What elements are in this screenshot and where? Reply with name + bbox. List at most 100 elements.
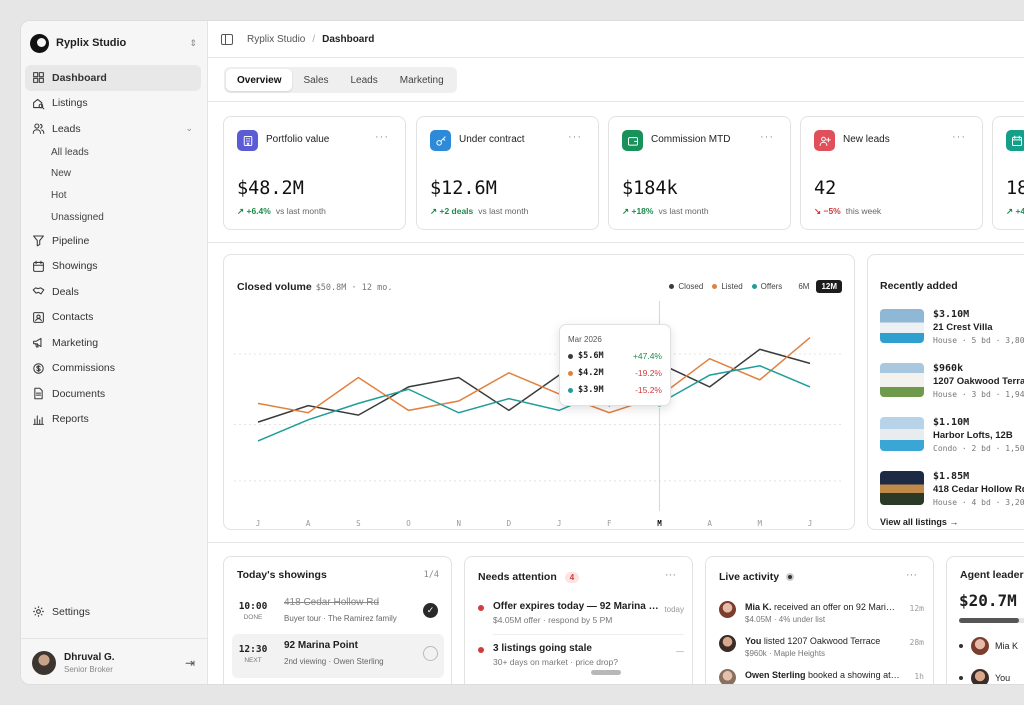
stat-label: Under contract — [459, 134, 525, 145]
showing-item[interactable]: 12:30 NEXT 92 Marina Point 2nd viewing · Ow… — [232, 634, 444, 678]
check-empty-icon[interactable] — [423, 646, 438, 661]
showing-status: DONE — [243, 614, 263, 621]
listing-item[interactable]: $1.10M Harbor Lofts, 12B Condo · 2 bd · 1,… — [880, 417, 1024, 457]
funnel-icon — [33, 235, 44, 247]
listing-price: $1.10M — [933, 417, 970, 428]
leaderboard-row[interactable]: Mia K — [959, 635, 1024, 657]
sidebar-item-contacts[interactable]: Contacts — [25, 304, 201, 330]
attention-item[interactable]: 3 listings going stale 30+ days on market… — [478, 643, 684, 673]
more-icon[interactable]: ··· — [375, 131, 389, 143]
legend-item[interactable]: Offers — [751, 282, 782, 291]
stat-card[interactable]: New leads ··· 42 ↘ −5% this week — [800, 116, 983, 230]
grid-icon — [33, 72, 44, 84]
attention-item[interactable]: Offer expires today — 92 Marina … $4.05M … — [478, 601, 684, 635]
activity-action: listed 1207 Oakwood Terrace — [761, 636, 881, 646]
avatar — [971, 637, 989, 655]
chart-title: Closed volume — [237, 281, 312, 293]
view-all-listings-link[interactable]: View all listings → — [880, 517, 959, 527]
sidebar-item-label: Leads — [52, 122, 81, 135]
user-profile[interactable]: Dhruval G. Senior Broker ⇥ — [21, 638, 207, 684]
activity-item[interactable]: Mia K. received an offer on 92 Mari… $4.0… — [719, 601, 924, 631]
more-icon[interactable]: ··· — [568, 131, 582, 143]
stat-card[interactable]: Portfolio value ··· $48.2M ↗ +6.4% vs last m… — [223, 116, 406, 230]
legend-item[interactable]: Listed — [712, 282, 743, 291]
listing-item[interactable]: $960k 1207 Oakwood Terrace House · 3 bd · … — [880, 363, 1024, 403]
sidebar-item-deals[interactable]: Deals — [25, 279, 201, 305]
sidebar-item-showings[interactable]: Showings — [25, 253, 201, 279]
tooltip-row: $5.6M +47.4% — [568, 351, 662, 361]
sidebar-subitem-unassigned[interactable]: Unassigned — [51, 211, 104, 223]
sidebar-item-documents[interactable]: Documents — [25, 381, 201, 407]
listing-photo — [880, 309, 924, 343]
logout-icon[interactable]: ⇥ — [184, 655, 195, 670]
sidebar-subitem-all-leads[interactable]: All leads — [51, 146, 89, 158]
activity-item[interactable]: Owen Sterling booked a showing at… 1h — [719, 669, 924, 684]
sidebar-item-pipeline[interactable]: Pipeline — [25, 228, 201, 254]
agent-leaderboard-card: Agent leaderb $20.7M Mia K You — [946, 556, 1024, 684]
range-6m[interactable]: 6M — [798, 282, 810, 291]
stat-delta-row: ↘ −5% this week — [814, 206, 881, 217]
tab-sales[interactable]: Sales — [303, 74, 329, 86]
attention-count-badge: 4 — [564, 572, 580, 583]
closed-volume-card: Closed volume $50.8M · 12 mo. Closed Liste… — [223, 254, 855, 530]
activity-action: booked a showing at… — [805, 670, 900, 680]
tooltip-value: $4.2M — [578, 368, 604, 378]
listing-item[interactable]: $3.10M 21 Crest Villa House · 5 bd · 3,80 — [880, 309, 1024, 349]
breadcrumb-root[interactable]: Ryplix Studio — [247, 33, 306, 45]
stat-card[interactable]: 18 ↗ +4 — [992, 116, 1024, 230]
activity-actor: Owen Sterling — [745, 670, 806, 680]
stat-delta-note: this week — [845, 206, 882, 216]
x-tick-label: M — [657, 519, 662, 528]
tooltip-change: +47.4% — [632, 351, 662, 361]
main-content: Ryplix Studio / Dashboard Overview Sales L… — [208, 21, 1024, 684]
x-tick-label: M — [758, 519, 763, 528]
live-activity-card: Live activity ··· Mia K. received an off… — [705, 556, 934, 684]
tooltip-value: $5.6M — [578, 351, 604, 361]
more-icon[interactable]: ··· — [952, 131, 966, 143]
legend-item[interactable]: Closed — [669, 282, 703, 291]
stat-value: 18 — [1006, 178, 1024, 199]
stat-label: New leads — [843, 134, 890, 145]
workspace-switcher[interactable]: Ryplix Studio ⇕ — [29, 28, 201, 58]
showing-status: NEXT — [244, 657, 262, 664]
app-window: Ryplix Studio ⇕ Dashboard Listings Leads ⌄ A… — [20, 20, 1024, 685]
brand-logo-icon — [30, 33, 49, 53]
legend-dot — [751, 284, 757, 289]
range-12m[interactable]: 12M — [816, 280, 842, 293]
more-icon[interactable]: ··· — [665, 569, 676, 581]
sidebar-item-dashboard[interactable]: Dashboard — [25, 65, 201, 91]
tab-leads[interactable]: Leads — [350, 74, 378, 86]
activity-item[interactable]: You listed 1207 Oakwood Terrace $960k · M… — [719, 635, 924, 665]
stat-card[interactable]: Under contract ··· $12.6M ↗ +2 deals vs last… — [416, 116, 599, 230]
sidebar-subitem-hot[interactable]: Hot — [51, 189, 67, 201]
scroll-handle[interactable] — [591, 670, 621, 675]
showing-name: 418 Cedar Hollow Rd — [284, 597, 380, 608]
sidebar-item-listings[interactable]: Listings — [25, 91, 201, 117]
more-icon[interactable]: ··· — [906, 569, 917, 581]
sidebar-subitem-new[interactable]: New — [51, 168, 72, 180]
stat-card[interactable]: Commission MTD ··· $184k ↗ +18% vs last mont… — [608, 116, 791, 230]
showing-name: 92 Marina Point — [284, 640, 358, 651]
check-done-icon[interactable]: ✓ — [423, 603, 438, 618]
stat-delta: ↗ +4 — [1006, 206, 1024, 216]
x-tick-label: O — [406, 519, 411, 528]
sidebar-item-reports[interactable]: Reports — [25, 406, 201, 432]
sidebar-item-settings[interactable]: Settings — [32, 605, 90, 618]
series-line-closed — [257, 348, 811, 423]
sidebar-item-commissions[interactable]: Commissions — [25, 355, 201, 381]
legend-label: Listed — [721, 282, 743, 291]
tab-marketing[interactable]: Marketing — [399, 74, 444, 86]
listing-item[interactable]: $1.85M 418 Cedar Hollow Rd House · 4 bd · … — [880, 471, 1024, 511]
leaderboard-title: Agent leaderb — [960, 569, 1024, 581]
more-icon[interactable]: ··· — [760, 131, 774, 143]
showing-item[interactable]: 10:00 DONE 418 Cedar Hollow Rd Buyer tour ·… — [232, 591, 444, 635]
listing-photo — [880, 471, 924, 505]
listing-address: 1207 Oakwood Terrace — [933, 376, 1024, 387]
sidebar-item-leads[interactable]: Leads ⌄ — [25, 116, 201, 142]
chevron-down-icon[interactable]: ⌄ — [185, 123, 193, 134]
sidebar-toggle-icon[interactable] — [221, 33, 233, 45]
sidebar-item-marketing[interactable]: Marketing — [25, 330, 201, 356]
tab-overview[interactable]: Overview — [226, 69, 293, 91]
leaderboard-row[interactable]: You — [959, 667, 1024, 684]
